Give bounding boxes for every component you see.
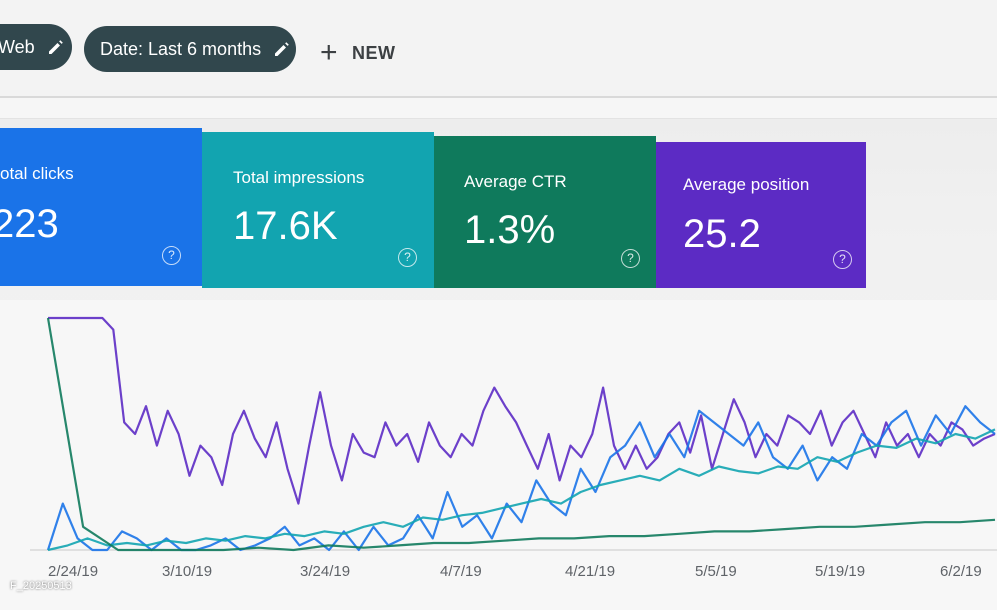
search-type-label: Web — [0, 36, 35, 57]
series-line-2 — [47, 428, 996, 552]
date-range-chip[interactable]: Date: Last 6 months — [84, 26, 296, 72]
x-tick-label: 6/2/19 — [940, 563, 982, 580]
date-range-label: Date: Last 6 months — [100, 38, 262, 59]
performance-chart-area — [0, 300, 997, 610]
metric-value: 1.3% — [464, 208, 556, 252]
new-filter-label: NEW — [352, 42, 396, 63]
toolbar-divider — [0, 98, 997, 119]
pencil-icon — [48, 40, 63, 54]
filter-toolbar: Web Date: Last 6 months + NEW — [0, 0, 997, 98]
plus-icon: + — [320, 36, 339, 69]
metric-label: otal clicks — [0, 164, 74, 183]
series-line-1 — [46, 405, 996, 552]
pencil-icon — [275, 42, 289, 56]
metric-card-total-clicks[interactable]: otal clicks 223 ? — [0, 128, 202, 286]
metric-card-average-ctr[interactable]: Average CTR 1.3% ? — [434, 136, 656, 288]
x-tick-label: 3/10/19 — [162, 563, 213, 580]
series-line-3 — [46, 317, 996, 552]
metric-label: Total impressions — [233, 168, 365, 187]
metric-label: Average CTR — [464, 172, 567, 191]
metric-value: 17.6K — [233, 204, 338, 248]
help-icon[interactable]: ? — [621, 249, 640, 268]
metric-card-average-position[interactable]: Average position 25.2 ? — [656, 142, 866, 288]
help-icon[interactable]: ? — [398, 248, 417, 267]
metric-card-total-impressions[interactable]: Total impressions 17.6K ? — [202, 132, 434, 288]
series-line-0 — [48, 316, 996, 505]
x-tick-label: 4/21/19 — [565, 563, 616, 580]
x-tick-label: 3/24/19 — [300, 563, 351, 580]
metric-value: 25.2 — [683, 212, 761, 256]
x-tick-label: 2/24/19 — [48, 563, 99, 580]
new-filter-button[interactable]: + NEW — [320, 38, 396, 68]
search-type-chip[interactable]: Web — [0, 24, 72, 70]
metric-label: Average position — [683, 175, 810, 194]
watermark-text: F_20250513 — [10, 580, 72, 592]
metric-value: 223 — [0, 202, 59, 246]
help-icon[interactable]: ? — [162, 246, 181, 265]
x-tick-label: 4/7/19 — [440, 563, 482, 580]
x-tick-label: 5/5/19 — [695, 563, 737, 580]
x-tick-label: 5/19/19 — [815, 563, 866, 580]
help-icon[interactable]: ? — [833, 250, 852, 269]
